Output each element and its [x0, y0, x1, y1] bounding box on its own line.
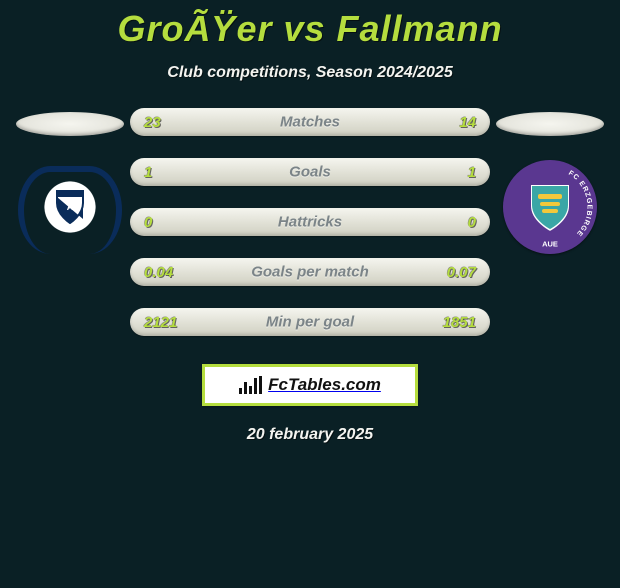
left-column: A [10, 112, 130, 252]
comparison-body: A 23 Matches 14 1 Goals 1 0 Hattricks 0 … [0, 112, 620, 336]
crest-ring-text-icon: FC ERZGEBIRGE AUE [503, 160, 597, 254]
left-team-crest: A [20, 162, 120, 252]
right-team-crest: FC ERZGEBIRGE AUE [500, 162, 600, 252]
stats-bars: 23 Matches 14 1 Goals 1 0 Hattricks 0 0.… [130, 108, 490, 336]
stat-left-value: 0 [144, 214, 152, 231]
fctables-link[interactable]: FcTables.com [202, 364, 418, 406]
stat-right-value: 14 [459, 114, 476, 131]
stat-label: Goals [289, 164, 331, 181]
right-column: FC ERZGEBIRGE AUE [490, 112, 610, 252]
shield-icon: A [55, 189, 85, 225]
stat-right-value: 0.07 [447, 264, 476, 281]
stat-left-value: 0.04 [144, 264, 173, 281]
stat-label: Min per goal [266, 314, 354, 331]
fctables-label: FcTables.com [268, 375, 381, 395]
stat-row-hattricks: 0 Hattricks 0 [130, 208, 490, 236]
stat-right-value: 0 [468, 214, 476, 231]
date-label: 20 february 2025 [0, 426, 620, 444]
page-title: GroÃŸer vs Fallmann [0, 8, 620, 50]
stat-left-value: 23 [144, 114, 161, 131]
stat-row-goals: 1 Goals 1 [130, 158, 490, 186]
stat-label: Goals per match [251, 264, 369, 281]
svg-text:FC ERZGEBIRGE: FC ERZGEBIRGE [567, 170, 593, 238]
right-player-silhouette-placeholder [496, 112, 604, 136]
bar-chart-icon [239, 376, 262, 394]
stat-right-value: 1851 [443, 314, 476, 331]
svg-text:A: A [67, 202, 74, 212]
stat-right-value: 1 [468, 164, 476, 181]
svg-text:AUE: AUE [542, 239, 558, 248]
stat-left-value: 1 [144, 164, 152, 181]
subtitle: Club competitions, Season 2024/2025 [0, 64, 620, 82]
stat-row-matches: 23 Matches 14 [130, 108, 490, 136]
stat-label: Matches [280, 114, 340, 131]
stat-label: Hattricks [278, 214, 342, 231]
stat-row-goals-per-match: 0.04 Goals per match 0.07 [130, 258, 490, 286]
left-player-silhouette-placeholder [16, 112, 124, 136]
stat-row-min-per-goal: 2121 Min per goal 1851 [130, 308, 490, 336]
stat-left-value: 2121 [144, 314, 177, 331]
